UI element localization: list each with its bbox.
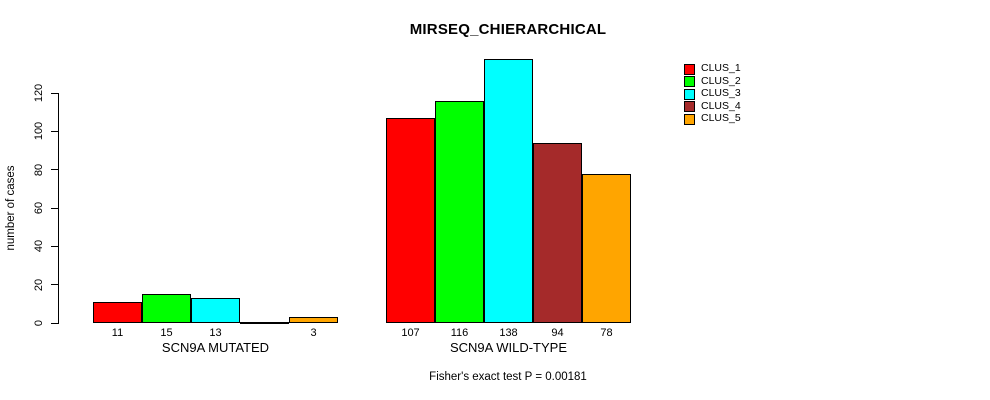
y-tick-80 — [51, 169, 58, 171]
bar-clus-5-group0 — [289, 317, 338, 323]
bar-value-label-clus-2-group1: 116 — [450, 327, 469, 339]
y-tick-label-100: 100 — [32, 122, 45, 141]
bar-value-label-clus-3-group0: 13 — [209, 327, 222, 339]
x-category-label-scn9a-wild-type: SCN9A WILD-TYPE — [449, 340, 568, 355]
y-tick-100 — [51, 130, 58, 132]
bar-clus-4-group1 — [533, 142, 582, 323]
y-tick-label-40: 40 — [32, 240, 45, 253]
y-tick-label-0: 0 — [32, 319, 45, 327]
bar-value-label-clus-4-group1: 94 — [551, 327, 564, 339]
bar-value-label-clus-1-group1: 107 — [401, 327, 420, 339]
bar-clus-3-group1 — [484, 58, 533, 323]
y-tick-label-120: 120 — [32, 83, 45, 103]
legend-swatch-clus-5 — [684, 113, 695, 125]
legend-label-clus-1: CLUS_1 — [701, 62, 741, 74]
bar-clus-1-group1 — [386, 117, 435, 323]
y-tick-40 — [51, 245, 58, 247]
x-category-label-scn9a-mutated: SCN9A MUTATED — [161, 340, 270, 355]
y-tick-120 — [51, 92, 58, 94]
y-tick-label-80: 80 — [32, 163, 45, 176]
bar-clus-2-group0 — [142, 294, 191, 323]
legend-label-clus-4: CLUS_4 — [701, 99, 741, 112]
y-tick-label-20: 20 — [32, 278, 45, 291]
bar-clus-4-group0-zero-line — [240, 321, 289, 324]
y-axis-line — [58, 93, 59, 324]
bar-clus-1-group0 — [93, 301, 142, 323]
chart-title: MIRSEQ_CHIERARCHICAL — [409, 21, 607, 38]
legend-label-clus-5: CLUS_5 — [701, 112, 741, 124]
bar-value-label-clus-3-group1: 138 — [499, 327, 518, 339]
y-tick-0 — [51, 322, 58, 324]
bar-clus-5-group1 — [582, 173, 631, 323]
y-axis-title-text: number of cases — [5, 165, 17, 251]
bar-value-label-clus-1-group0: 11 — [111, 327, 124, 339]
bar-value-label-clus-5-group0: 3 — [310, 327, 317, 339]
y-tick-60 — [51, 207, 58, 209]
legend-label-clus-3: CLUS_3 — [701, 87, 741, 99]
bar-clus-3-group0 — [191, 298, 240, 323]
legend-swatch-clus-2 — [684, 76, 695, 87]
legend-swatch-clus-4 — [684, 101, 695, 112]
legend-swatch-clus-1 — [684, 63, 695, 75]
y-tick-label-60: 60 — [32, 201, 45, 215]
bar-value-label-clus-5-group1: 78 — [600, 327, 613, 339]
legend-swatch-clus-3 — [684, 88, 695, 100]
bar-value-label-clus-2-group0: 15 — [160, 327, 173, 339]
fisher-test-annotation: Fisher's exact test P = 0.00181 — [429, 371, 587, 383]
legend-label-clus-2: CLUS_2 — [701, 74, 741, 87]
y-tick-20 — [51, 284, 58, 286]
bar-clus-2-group1 — [435, 100, 484, 323]
